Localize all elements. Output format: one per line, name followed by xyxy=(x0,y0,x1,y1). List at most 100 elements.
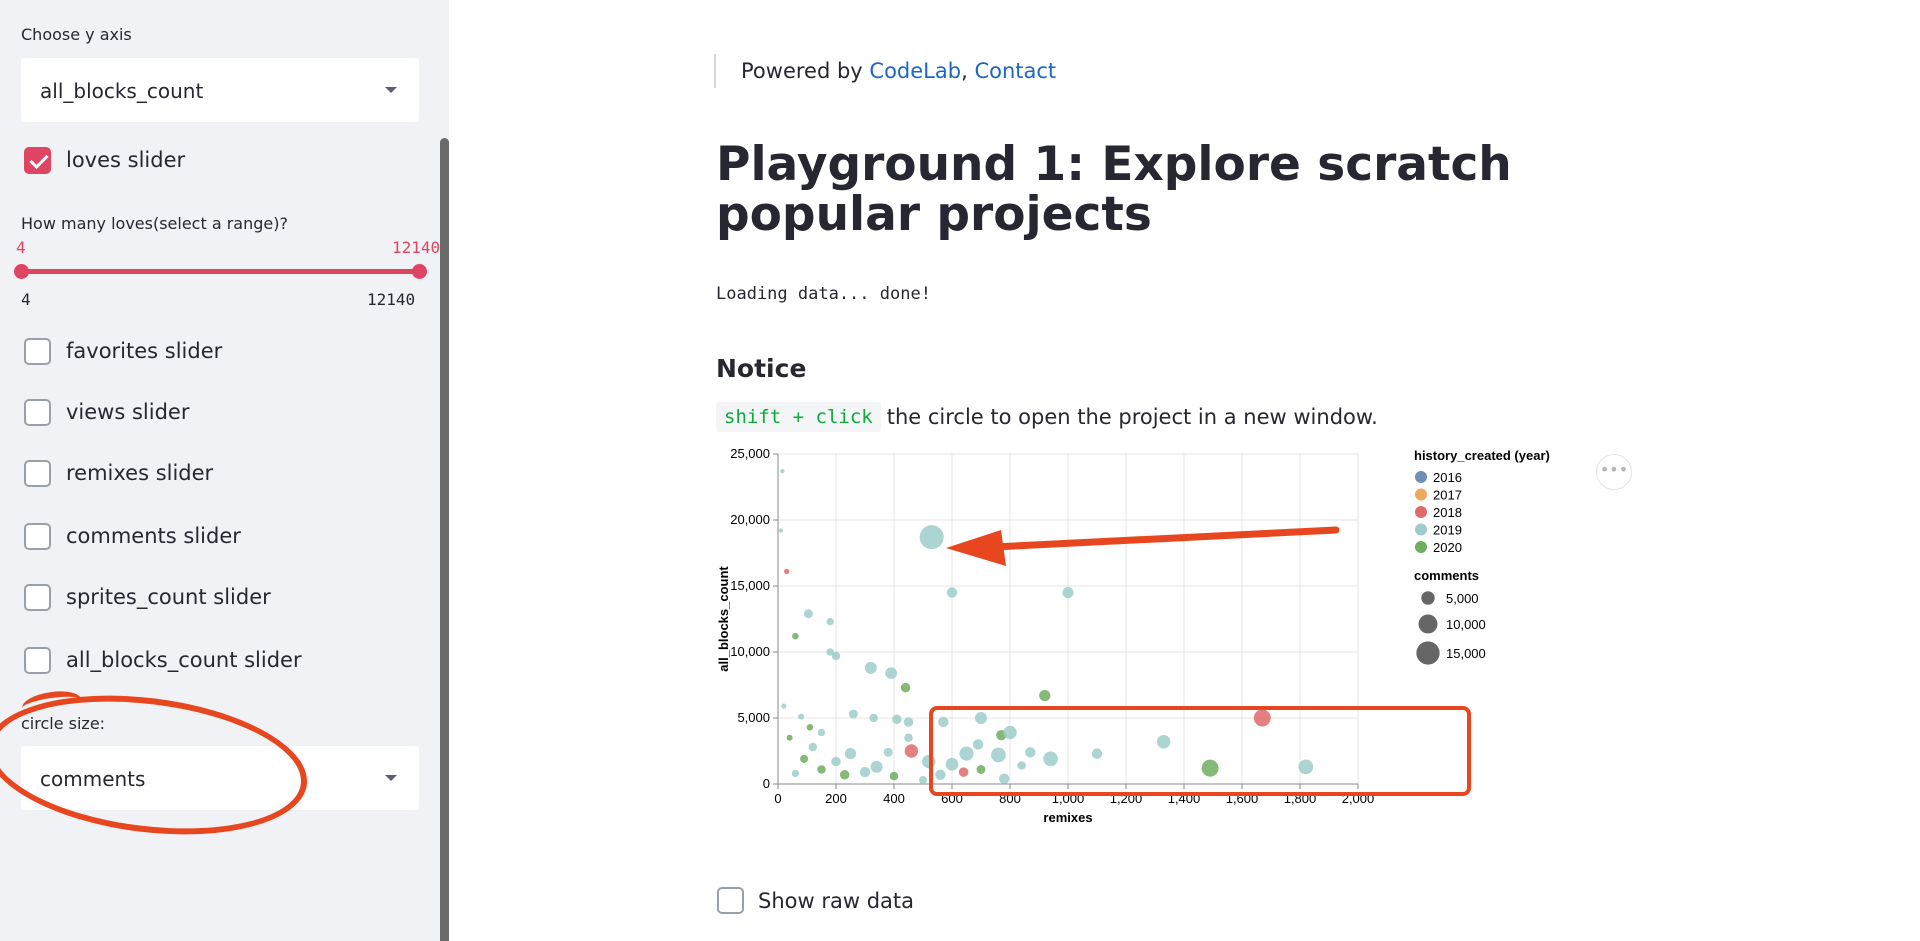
notice-text: shift + click the circle to open the pro… xyxy=(716,400,1378,433)
data-point xyxy=(870,760,883,773)
checkbox-checked-icon xyxy=(24,146,51,174)
data-point xyxy=(946,587,958,598)
checkbox-icon xyxy=(24,398,51,426)
y-axis-label: Choose y axis xyxy=(21,25,132,44)
data-point xyxy=(844,748,857,760)
codelab-link[interactable]: CodeLab xyxy=(869,59,962,83)
checkbox-label: sprites_count slider xyxy=(66,585,271,609)
more-options-icon[interactable]: ••• xyxy=(1596,454,1632,490)
y-tick-label: 25,000 xyxy=(730,446,770,461)
checkbox-label: views slider xyxy=(66,400,190,424)
powered-by: Powered by CodeLab, Contact xyxy=(714,54,1056,88)
comments-slider-checkbox[interactable]: comments slider xyxy=(24,521,241,551)
checkbox-label: favorites slider xyxy=(66,339,223,363)
y-axis-title: all_blocks_count xyxy=(716,566,731,672)
remixes-slider-checkbox[interactable]: remixes slider xyxy=(24,458,213,488)
data-point xyxy=(904,744,919,758)
all-blocks-count-slider-checkbox[interactable]: all_blocks_count slider xyxy=(24,645,302,675)
annotation-arrow-shaft xyxy=(990,526,1340,551)
data-point xyxy=(817,765,826,774)
data-point xyxy=(889,771,899,781)
data-point xyxy=(938,716,949,728)
legend-size-swatch xyxy=(1421,591,1435,605)
data-point xyxy=(1298,759,1314,775)
legend-size-label: 15,000 xyxy=(1446,646,1486,661)
legend-color-swatch xyxy=(1415,471,1427,483)
data-point xyxy=(1003,725,1017,740)
data-point xyxy=(784,568,790,575)
data-point xyxy=(848,709,858,719)
chevron-down-icon xyxy=(385,87,397,93)
legend-color-title: history_created (year) xyxy=(1414,448,1550,463)
data-point xyxy=(1253,709,1271,727)
checkbox-icon xyxy=(717,887,744,914)
legend-color-swatch xyxy=(1415,523,1427,536)
y-axis-select-value: all_blocks_count xyxy=(40,79,204,103)
data-point xyxy=(826,648,834,656)
legend-color-label: 2019 xyxy=(1433,523,1462,538)
data-point xyxy=(792,632,799,640)
circle-size-select[interactable]: comments xyxy=(21,746,419,810)
x-tick-label: 200 xyxy=(825,791,847,806)
legend-size-title: comments xyxy=(1414,568,1479,583)
views-slider-checkbox[interactable]: views slider xyxy=(24,397,189,427)
data-point xyxy=(974,711,988,725)
y-tick-label: 10,000 xyxy=(730,644,770,659)
data-point xyxy=(778,528,784,533)
chart-svg[interactable]: 0 200 400 600 800 1,000 1,200 1,400 1,600 1,800 2,… xyxy=(714,440,1714,840)
legend-color-label: 2020 xyxy=(1433,540,1462,555)
data-point xyxy=(904,733,913,743)
show-raw-data-label: Show raw data xyxy=(758,888,914,913)
data-point xyxy=(826,617,834,626)
data-point xyxy=(903,717,914,727)
notice-heading: Notice xyxy=(716,354,807,383)
data-point xyxy=(1156,735,1171,749)
data-point xyxy=(1043,751,1058,767)
checkbox-icon xyxy=(24,583,51,611)
y-tick-label: 15,000 xyxy=(730,578,770,593)
data-point xyxy=(922,754,936,769)
y-axis-select[interactable]: all_blocks_count xyxy=(21,58,419,122)
data-point xyxy=(900,682,911,693)
data-point xyxy=(864,661,877,674)
legend-color-label: 2016 xyxy=(1433,470,1462,485)
checkbox-icon xyxy=(24,459,51,487)
page-title: Playground 1: Explore scratch popular pr… xyxy=(716,137,1512,242)
circle-size-label: circle size: xyxy=(21,714,106,733)
slider-high-value: 12140 xyxy=(392,238,441,257)
slider-high-thumb[interactable] xyxy=(412,264,427,279)
sprites-count-slider-checkbox[interactable]: sprites_count slider xyxy=(24,582,271,612)
data-point xyxy=(786,734,793,741)
data-point xyxy=(976,765,986,774)
notice-code: shift + click xyxy=(716,401,881,432)
data-point xyxy=(817,728,826,737)
annotation-arrow-head xyxy=(946,530,1006,566)
data-point xyxy=(1201,759,1219,777)
x-tick-label: 0 xyxy=(774,791,781,806)
show-raw-data-checkbox[interactable]: Show raw data xyxy=(717,887,914,914)
loves-range-track[interactable] xyxy=(21,269,419,274)
scatter-chart[interactable]: 0 200 400 600 800 1,000 1,200 1,400 1,600 1,800 2,… xyxy=(714,440,1714,840)
legend-size-swatch xyxy=(1416,641,1440,665)
slider-max-label: 12140 xyxy=(367,290,416,309)
loves-slider-checkbox[interactable]: loves slider xyxy=(24,145,185,175)
data-point xyxy=(1025,747,1036,758)
sidebar: Choose y axis all_blocks_count loves sli… xyxy=(0,0,449,941)
checkbox-icon xyxy=(24,337,51,365)
slider-low-thumb[interactable] xyxy=(14,264,29,279)
legend-size-swatch xyxy=(1418,614,1438,634)
favorites-slider-checkbox[interactable]: favorites slider xyxy=(24,336,222,366)
contact-link[interactable]: Contact xyxy=(974,59,1057,83)
data-point xyxy=(1039,689,1051,702)
legend-color-swatch xyxy=(1415,488,1427,501)
data-point xyxy=(885,667,897,679)
y-tick-label: 0 xyxy=(763,776,770,791)
data-point xyxy=(780,469,785,474)
checkbox-icon xyxy=(24,646,51,674)
sidebar-scrollbar[interactable] xyxy=(440,138,449,941)
powered-separator: , xyxy=(961,59,968,83)
loves-slider-label: loves slider xyxy=(66,148,186,172)
loading-status: Loading data... done! xyxy=(716,284,931,304)
data-point xyxy=(1017,761,1026,770)
y-tick-label: 5,000 xyxy=(737,710,770,725)
